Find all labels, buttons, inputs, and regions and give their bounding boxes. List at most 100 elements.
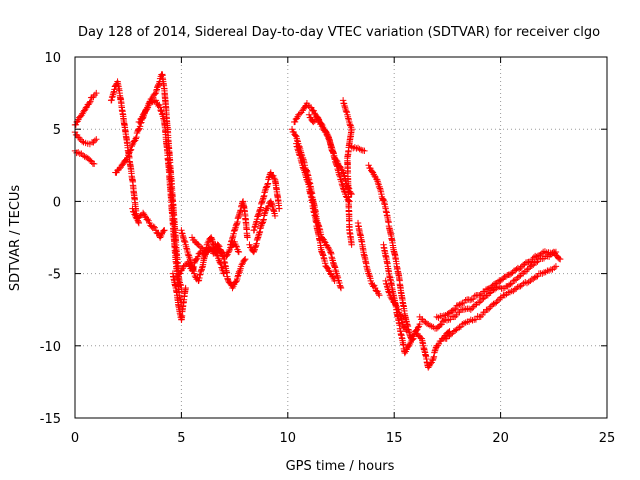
data-point-trace xyxy=(549,266,556,273)
data-point-trace xyxy=(140,110,148,117)
x-tick-label: 15 xyxy=(386,431,403,446)
data-point-trace xyxy=(485,285,492,292)
data-point-trace xyxy=(217,249,224,256)
data-point-trace xyxy=(292,132,299,139)
data-point-trace xyxy=(394,305,401,313)
data-point-trace xyxy=(516,266,523,273)
data-point-trace xyxy=(409,336,416,343)
data-point-trace xyxy=(370,282,378,289)
data-point xyxy=(135,126,143,133)
y-tick-label: 10 xyxy=(44,51,61,66)
data-point-trace xyxy=(491,300,499,307)
data-point-trace xyxy=(296,110,304,117)
data-point-trace xyxy=(505,281,513,289)
data-point-trace xyxy=(270,175,278,182)
data-point-trace xyxy=(265,202,272,210)
data-point-trace xyxy=(241,256,248,264)
data-point-trace xyxy=(467,296,474,304)
data-point xyxy=(416,320,423,328)
data-point-trace xyxy=(213,251,221,259)
axis-ticks: 0 5 10 15 20 25 -15 -10 -5 0 5 10 xyxy=(40,51,616,446)
data-point xyxy=(182,284,189,292)
data-point-trace xyxy=(551,264,558,272)
data-point-trace xyxy=(448,307,455,315)
data-point-trace xyxy=(225,248,233,255)
data-point-trace xyxy=(456,324,463,331)
data-point-trace xyxy=(532,273,540,281)
data-point-trace xyxy=(87,98,94,105)
data-point-trace xyxy=(494,297,501,305)
data-point xyxy=(508,270,515,277)
data-point xyxy=(242,255,249,263)
data-point-trace xyxy=(136,118,143,126)
data-point-trace xyxy=(470,295,477,303)
data-point-trace xyxy=(486,290,493,297)
data-point-trace xyxy=(125,150,133,157)
data-point-trace xyxy=(225,249,232,256)
y-tick-label: -15 xyxy=(40,412,61,427)
data-point-trace xyxy=(323,131,330,138)
data-point-trace xyxy=(133,133,140,141)
data-point-trace xyxy=(151,90,158,98)
data-point-trace xyxy=(500,275,507,282)
x-axis-label: GPS time / hours xyxy=(286,459,395,474)
data-point-trace xyxy=(150,223,157,230)
data-point xyxy=(93,89,100,97)
x-tick-label: 10 xyxy=(280,431,297,446)
data-points xyxy=(71,71,564,371)
data-point xyxy=(348,241,355,248)
data-point-trace xyxy=(72,121,80,128)
data-point-trace xyxy=(218,264,225,271)
data-point xyxy=(156,234,164,241)
data-point-trace xyxy=(123,156,130,163)
data-point-trace xyxy=(443,317,451,324)
data-point-trace xyxy=(325,266,332,274)
data-point-trace xyxy=(160,227,167,234)
data-point xyxy=(403,328,411,335)
data-point xyxy=(510,277,517,285)
y-tick-label: 5 xyxy=(53,123,61,138)
data-point-trace xyxy=(86,99,93,107)
data-point xyxy=(161,227,168,234)
data-point xyxy=(493,299,500,306)
data-point-trace xyxy=(356,145,363,153)
data-point-trace xyxy=(194,253,202,260)
data-point-trace xyxy=(321,238,328,245)
data-point-trace xyxy=(453,311,460,319)
data-point-trace xyxy=(454,324,462,332)
data-point-trace xyxy=(132,135,139,142)
data-point xyxy=(337,284,345,292)
data-point-trace xyxy=(507,280,514,288)
data-point-trace xyxy=(469,317,476,324)
data-point-trace xyxy=(315,115,322,123)
data-point xyxy=(90,160,98,168)
data-point-trace xyxy=(392,302,400,309)
data-point-trace xyxy=(534,252,542,260)
data-point-trace xyxy=(131,211,138,218)
data-point-trace xyxy=(143,105,151,113)
data-point-trace xyxy=(456,301,463,308)
data-point xyxy=(376,292,383,299)
data-point-trace xyxy=(438,321,445,328)
data-point-trace xyxy=(487,303,494,310)
data-point xyxy=(361,147,368,155)
data-point-trace xyxy=(74,149,82,156)
y-tick-label: 0 xyxy=(53,195,61,210)
data-point xyxy=(129,205,136,212)
data-point-trace xyxy=(291,118,299,126)
y-tick-label: -10 xyxy=(40,340,61,355)
data-point-trace xyxy=(482,286,490,293)
data-point-trace xyxy=(437,321,444,329)
data-point-trace xyxy=(90,139,97,146)
data-point xyxy=(195,241,202,248)
data-point xyxy=(410,335,417,342)
x-tick-label: 5 xyxy=(177,431,185,446)
data-point xyxy=(331,277,338,285)
data-point-trace xyxy=(147,99,155,106)
y-axis-label: SDTVAR / TECUs xyxy=(8,185,23,292)
data-point-trace xyxy=(219,253,227,260)
data-point-trace xyxy=(524,266,531,273)
data-point-trace xyxy=(460,299,468,307)
data-point xyxy=(276,205,283,212)
x-tick-label: 0 xyxy=(71,431,79,446)
